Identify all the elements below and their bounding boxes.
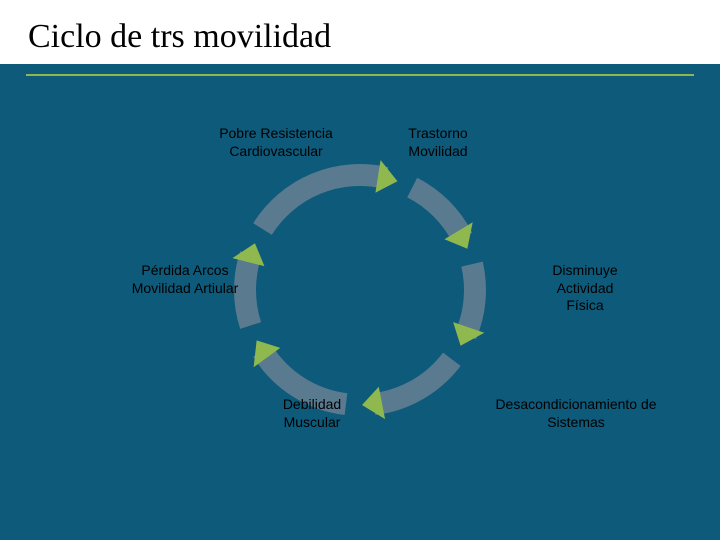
title-underline [26,74,694,76]
cycle-arcs [232,160,484,419]
title-area: Ciclo de trs movilidad [0,0,720,64]
page-title: Ciclo de trs movilidad [28,18,692,56]
node-label-desacondicionamiento: Desacondicionamiento de Sistemas [466,396,686,431]
node-label-perdida-arcos: Pérdida Arcos Movilidad Artiular [110,262,260,297]
node-label-disminuye-actividad: Disminuye Actividad Física [520,262,650,315]
node-label-pobre-resistencia: Pobre Resistencia Cardiovascular [196,125,356,160]
slide: Ciclo de trs movilidad Pobre Resistencia… [0,0,720,540]
node-label-trastorno-movilidad: Trastorno Movilidad [378,125,498,160]
node-label-debilidad-muscular: Debilidad Muscular [252,396,372,431]
